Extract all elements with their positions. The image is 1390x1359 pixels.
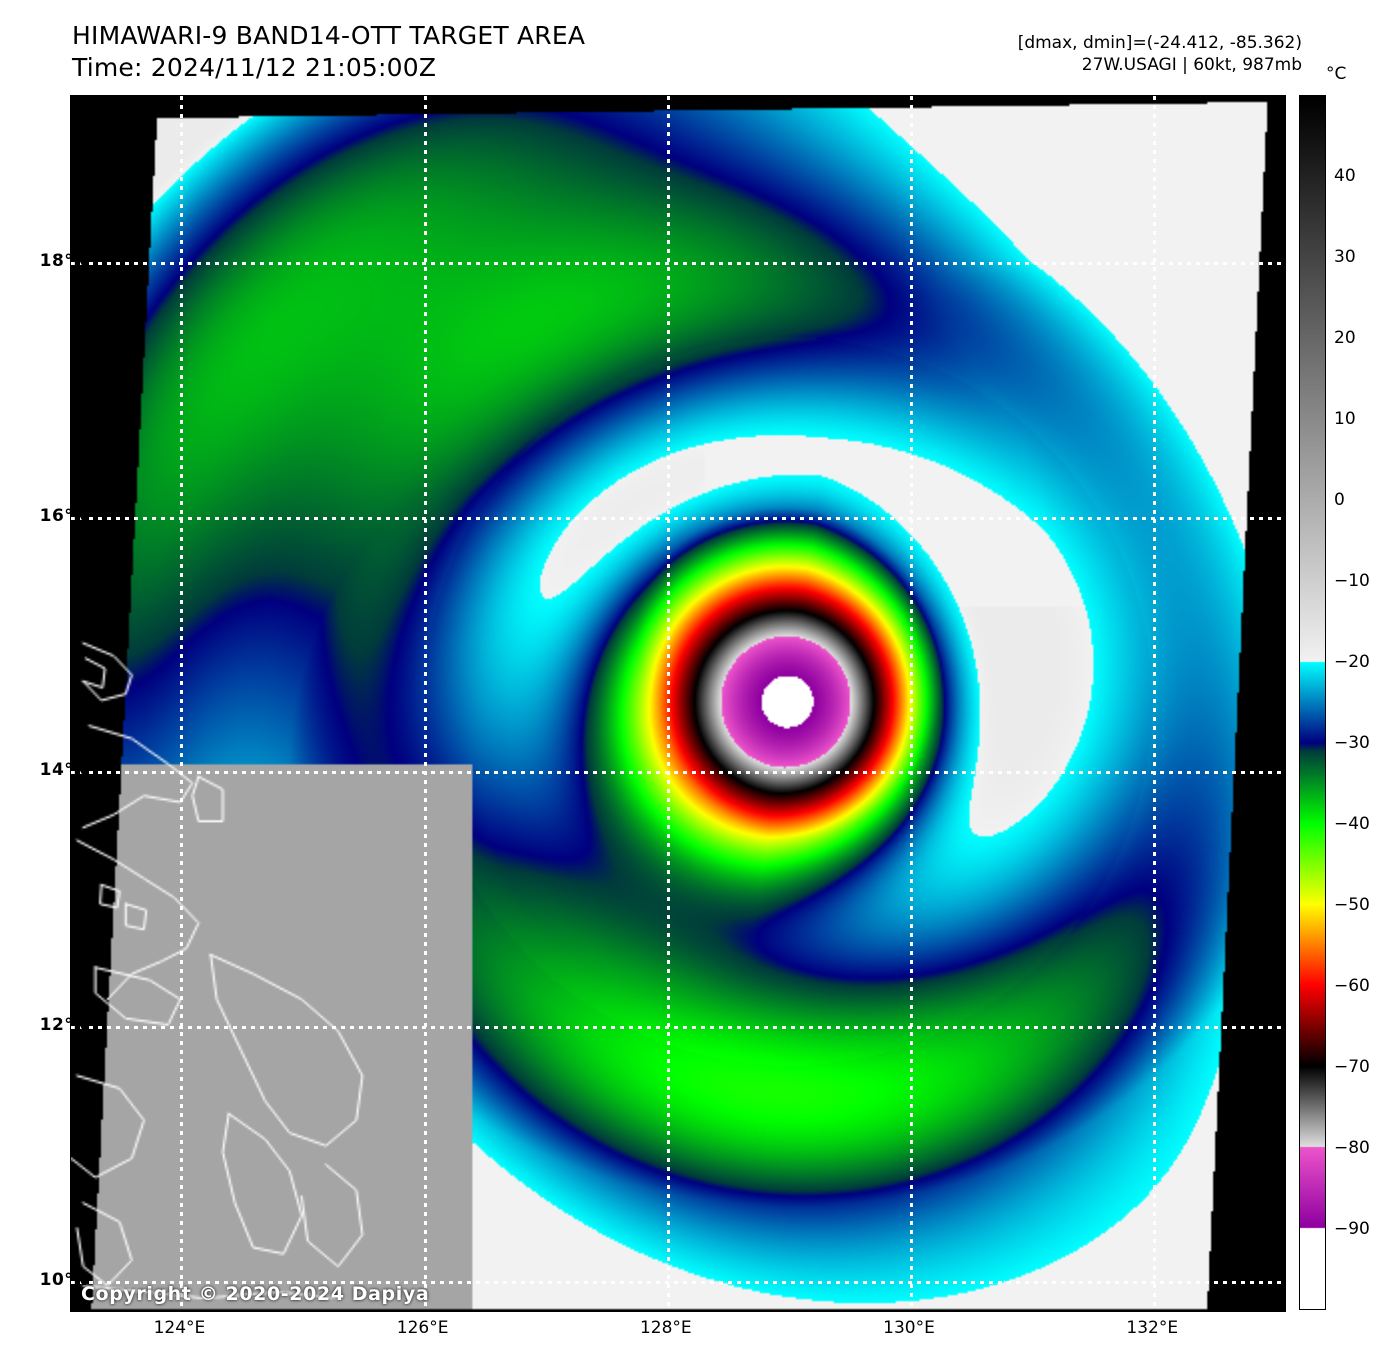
satellite-imagery [71,96,1285,1311]
colorbar-tick-label: 10 [1334,409,1356,429]
colorbar-tick-label: 0 [1334,490,1345,510]
colorbar-tick-label: −90 [1334,1219,1370,1239]
title-line: HIMAWARI-9 BAND14-OTT TARGET AREA [72,21,586,50]
page-title: HIMAWARI-9 BAND14-OTT TARGET AREA Time: … [72,20,585,84]
colorbar-tick-label: −60 [1334,976,1370,996]
metadata-block: [dmax, dmin]=(-24.412, -85.362) 27W.USAG… [1018,32,1302,76]
longitude-tick-label: 126°E [396,1318,449,1338]
colorbar-tick-label: −80 [1334,1138,1370,1158]
colorbar-tick-label: −30 [1334,733,1370,753]
latitude-tick-label: 14°N [39,760,88,781]
colorbar-tick-label: −40 [1334,814,1370,834]
colorbar-tick-label: −50 [1334,895,1370,915]
satellite-image-panel: Copyright © 2020-2024 Dapiya [70,95,1286,1312]
colorbar-unit-label: °C [1326,64,1347,84]
storm-info-line: 27W.USAGI | 60kt, 987mb [1081,55,1302,75]
colorbar-tick-label: 40 [1334,166,1356,186]
colorbar-tick-label: 20 [1334,328,1356,348]
latitude-tick-label: 16°N [39,505,88,526]
dminmax-line: [dmax, dmin]=(-24.412, -85.362) [1017,33,1302,53]
longitude-tick-label: 130°E [883,1318,935,1338]
longitude-tick-label: 124°E [153,1318,206,1338]
colorbar-tick-label: −70 [1334,1057,1370,1077]
longitude-tick-label: 128°E [639,1318,692,1338]
time-line: Time: 2024/11/12 21:05:00Z [72,53,437,82]
colorbar-tick-label: 30 [1334,247,1356,267]
colorbar-tick-label: −10 [1334,571,1370,591]
colorbar [1299,95,1326,1310]
latitude-tick-label: 12°N [39,1015,88,1036]
copyright-notice: Copyright © 2020-2024 Dapiya [81,1283,430,1305]
colorbar-tick-label: −20 [1334,652,1370,672]
latitude-tick-label: 18°N [39,250,88,271]
latitude-tick-label: 10°N [39,1270,88,1291]
longitude-tick-label: 132°E [1126,1318,1179,1338]
